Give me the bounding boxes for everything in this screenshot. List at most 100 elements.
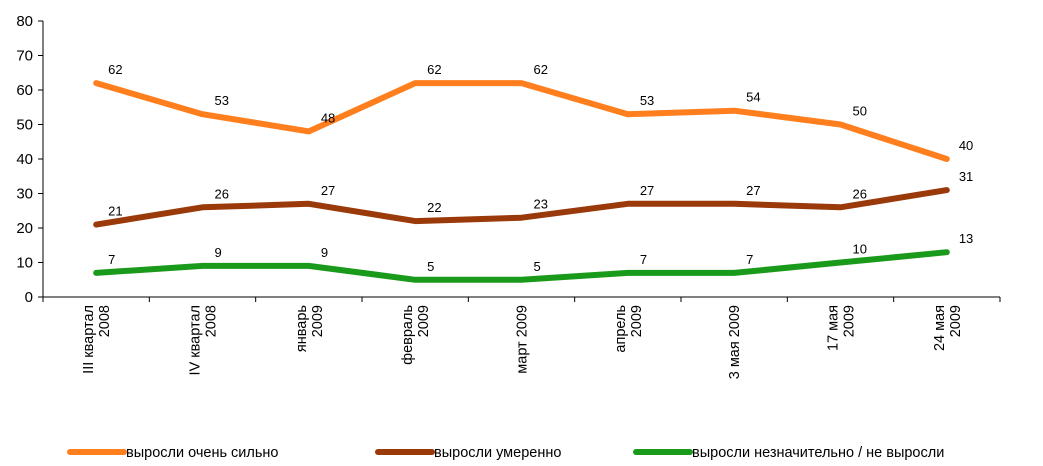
data-point [95, 82, 97, 84]
data-label: 27 [640, 183, 654, 198]
y-tick-label: 50 [16, 117, 33, 134]
x-category-label-line: III квартал [81, 305, 97, 374]
data-labels: 62 53 48 62 62 53 54 50 40 21 26 27 22 23 27 27 26 31 7 9 9 5… [108, 62, 973, 274]
x-axis: III квартал 2008 IV квартал 2008 январь 2009 ф… [42, 296, 1001, 379]
x-category-label-line: 24 мая [932, 305, 948, 351]
data-point [840, 262, 841, 263]
y-axis: 0 10 20 30 40 50 60 70 80 [16, 13, 44, 306]
data-label: 9 [215, 245, 222, 260]
data-point [733, 203, 735, 205]
data-label: 5 [534, 259, 541, 274]
data-label: 23 [534, 197, 548, 212]
data-label: 7 [746, 252, 753, 267]
data-label: 21 [108, 204, 122, 219]
data-label: 48 [321, 110, 335, 125]
data-label: 62 [427, 62, 441, 77]
x-category-label-line: февраль [400, 305, 416, 365]
data-point [840, 124, 841, 125]
data-point [627, 272, 629, 274]
y-tick-label: 80 [16, 13, 33, 30]
data-point [414, 220, 416, 222]
data-point [733, 110, 735, 112]
data-label: 27 [746, 183, 760, 198]
data-point [202, 113, 203, 115]
data-label: 22 [427, 200, 441, 215]
y-tick-label: 40 [16, 151, 33, 168]
x-category-label: февраль 2009 [400, 305, 432, 365]
data-point [946, 189, 948, 191]
x-category-label-line: март 2009 [515, 305, 531, 374]
x-category-label: IV квартал 2008 [188, 305, 220, 375]
x-category-label-line: IV квартал [188, 305, 204, 375]
data-point [627, 113, 629, 115]
legend-item: выросли незначительно / не выросли [633, 445, 944, 461]
legend-label: выросли умеренно [434, 445, 561, 461]
x-category-label-line: 2009 [629, 305, 645, 337]
x-category-label-line: 17 мая [826, 305, 842, 351]
series-line [93, 249, 950, 283]
data-point [95, 224, 97, 226]
series-layer [93, 80, 950, 283]
legend-item: выросли очень сильно [67, 445, 278, 461]
data-point [840, 206, 841, 208]
x-category-label: 17 мая 2009 [826, 305, 858, 351]
data-label: 53 [640, 93, 654, 108]
data-point [308, 203, 310, 205]
data-label: 26 [853, 186, 867, 201]
data-point [946, 251, 948, 253]
y-tick-label: 60 [16, 82, 33, 99]
y-tick-label: 30 [16, 186, 33, 203]
x-category-label: III квартал 2008 [81, 305, 113, 374]
data-label: 26 [215, 186, 229, 201]
data-point [627, 203, 629, 205]
data-point [521, 279, 522, 281]
data-label: 27 [321, 183, 335, 198]
data-label: 5 [427, 259, 434, 274]
data-label: 53 [215, 93, 229, 108]
data-point [521, 82, 522, 84]
data-label: 62 [534, 62, 548, 77]
data-point [308, 130, 310, 132]
x-category-label: апрель 2009 [613, 305, 645, 353]
x-category-label-line: 2009 [310, 305, 326, 337]
x-category-label-line: 2009 [842, 305, 858, 337]
x-category-label-line: апрель [613, 305, 629, 353]
data-point [733, 272, 735, 274]
data-label: 31 [959, 169, 973, 184]
x-category-label: январь 2009 [294, 305, 326, 352]
data-point [308, 265, 310, 267]
legend-label: выросли незначительно / не выросли [692, 445, 944, 461]
data-label: 50 [853, 104, 867, 119]
data-label: 54 [746, 90, 760, 105]
data-label: 9 [321, 245, 328, 260]
data-point [202, 265, 203, 267]
data-label: 10 [853, 242, 867, 257]
x-category-label: март 2009 [515, 305, 531, 374]
y-tick-label: 0 [25, 289, 33, 306]
legend-item: выросли умеренно [375, 445, 561, 461]
data-label: 13 [959, 231, 973, 246]
data-label: 40 [959, 138, 973, 153]
x-category-label: 3 мая 2009 [727, 305, 743, 379]
data-point [95, 272, 97, 274]
data-label: 7 [108, 252, 115, 267]
x-category-label-line: 3 мая 2009 [727, 305, 743, 379]
data-point [946, 158, 948, 160]
data-label: 7 [640, 252, 647, 267]
x-category-label-line: 2008 [204, 305, 220, 337]
y-tick-label: 70 [16, 48, 33, 65]
data-point [414, 279, 416, 281]
legend: выросли очень сильно выросли умеренно выро… [67, 445, 944, 461]
legend-label: выросли очень сильно [126, 445, 278, 461]
x-category-label-line: 2009 [948, 305, 964, 337]
data-label: 62 [108, 62, 122, 77]
y-tick-label: 20 [16, 220, 33, 237]
data-point [521, 217, 522, 219]
x-category-label-line: 2009 [416, 305, 432, 337]
x-category-label: 24 мая 2009 [932, 305, 964, 351]
data-point [414, 82, 416, 84]
x-category-label-line: 2008 [97, 305, 113, 337]
data-point [202, 206, 203, 208]
x-category-label-line: январь [294, 305, 310, 352]
